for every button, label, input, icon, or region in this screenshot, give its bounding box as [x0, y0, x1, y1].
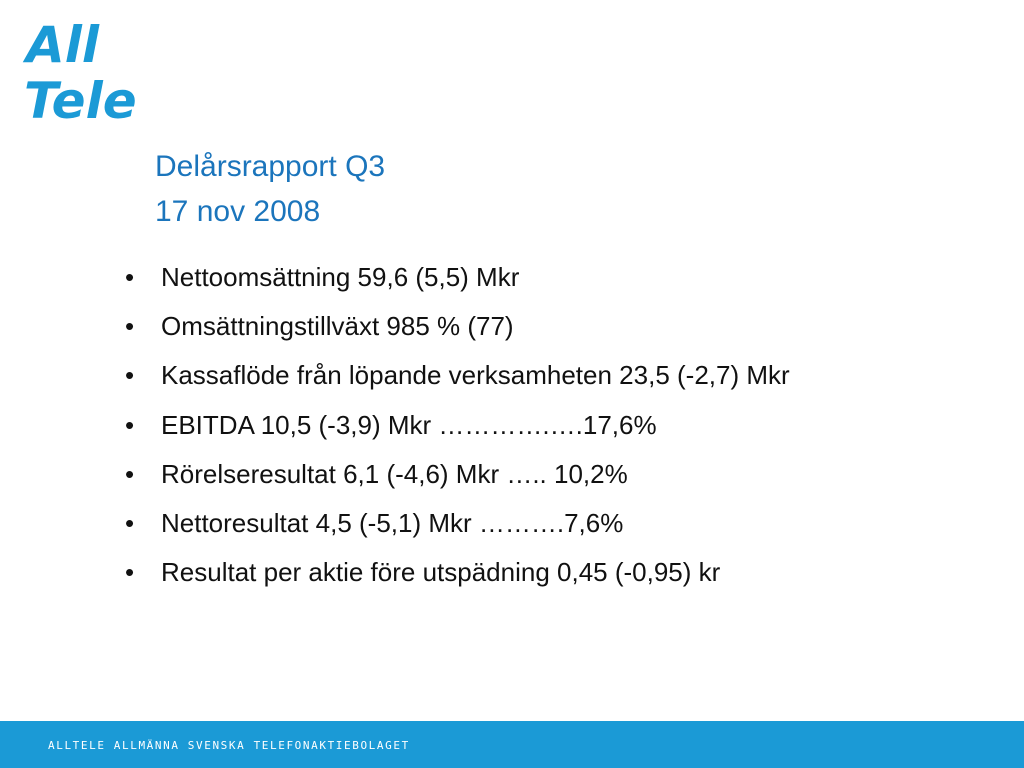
- title-line-1: Delårsrapport Q3: [155, 150, 386, 183]
- bullet-text: Nettoresultat 4,5 (-5,1) Mkr ……….7,6%: [161, 507, 624, 538]
- bullet-list: • Nettoomsättning 59,6 (5,5) Mkr • Omsät…: [125, 256, 1005, 600]
- slide-title: Delårsrapport Q3 17 nov 2008: [155, 144, 855, 234]
- bullet-icon: •: [125, 360, 135, 391]
- bullet-text: Rörelseresultat 6,1 (-4,6) Mkr ….. 10,2%: [161, 458, 628, 489]
- logo-line-2: Tele: [24, 72, 137, 124]
- bullet-icon: •: [125, 311, 135, 342]
- bullet-item: • Nettoomsättning 59,6 (5,5) Mkr: [125, 256, 1005, 305]
- title-line-2: 17 nov 2008: [155, 195, 321, 228]
- bullet-item: • Resultat per aktie före utspädning 0,4…: [125, 551, 1005, 600]
- bullet-text: Omsättningstillväxt 985 % (77): [161, 311, 514, 342]
- bullet-icon: •: [125, 458, 135, 489]
- bullet-text: Nettoomsättning 59,6 (5,5) Mkr: [161, 262, 520, 292]
- bullet-icon: •: [125, 262, 135, 292]
- bullet-item: • Omsättningstillväxt 985 % (77): [125, 305, 1005, 354]
- bullet-item: • Nettoresultat 4,5 (-5,1) Mkr ……….7,6%: [125, 502, 1005, 551]
- bullet-text: EBITDA 10,5 (-3,9) Mkr ………….….17,6%: [161, 409, 657, 440]
- bullet-text: Resultat per aktie före utspädning 0,45 …: [161, 557, 721, 588]
- bullet-item: • Rörelseresultat 6,1 (-4,6) Mkr ….. 10,…: [125, 453, 1005, 502]
- bullet-icon: •: [125, 409, 135, 440]
- footer-bar: ALLTELE ALLMÄNNA SVENSKA TELEFONAKTIEBOL…: [0, 721, 1024, 768]
- bullet-text: Kassaflöde från löpande verksamheten 23,…: [161, 360, 790, 391]
- bullet-item: • EBITDA 10,5 (-3,9) Mkr ………….….17,6%: [125, 404, 1005, 453]
- bullet-icon: •: [125, 507, 135, 538]
- bullet-icon: •: [125, 557, 135, 588]
- alltele-logo: All Tele: [22, 16, 137, 124]
- footer-company-name: ALLTELE ALLMÄNNA SVENSKA TELEFONAKTIEBOL…: [48, 739, 410, 752]
- logo-line-1: All: [22, 16, 100, 74]
- bullet-item: • Kassaflöde från löpande verksamheten 2…: [125, 354, 1005, 403]
